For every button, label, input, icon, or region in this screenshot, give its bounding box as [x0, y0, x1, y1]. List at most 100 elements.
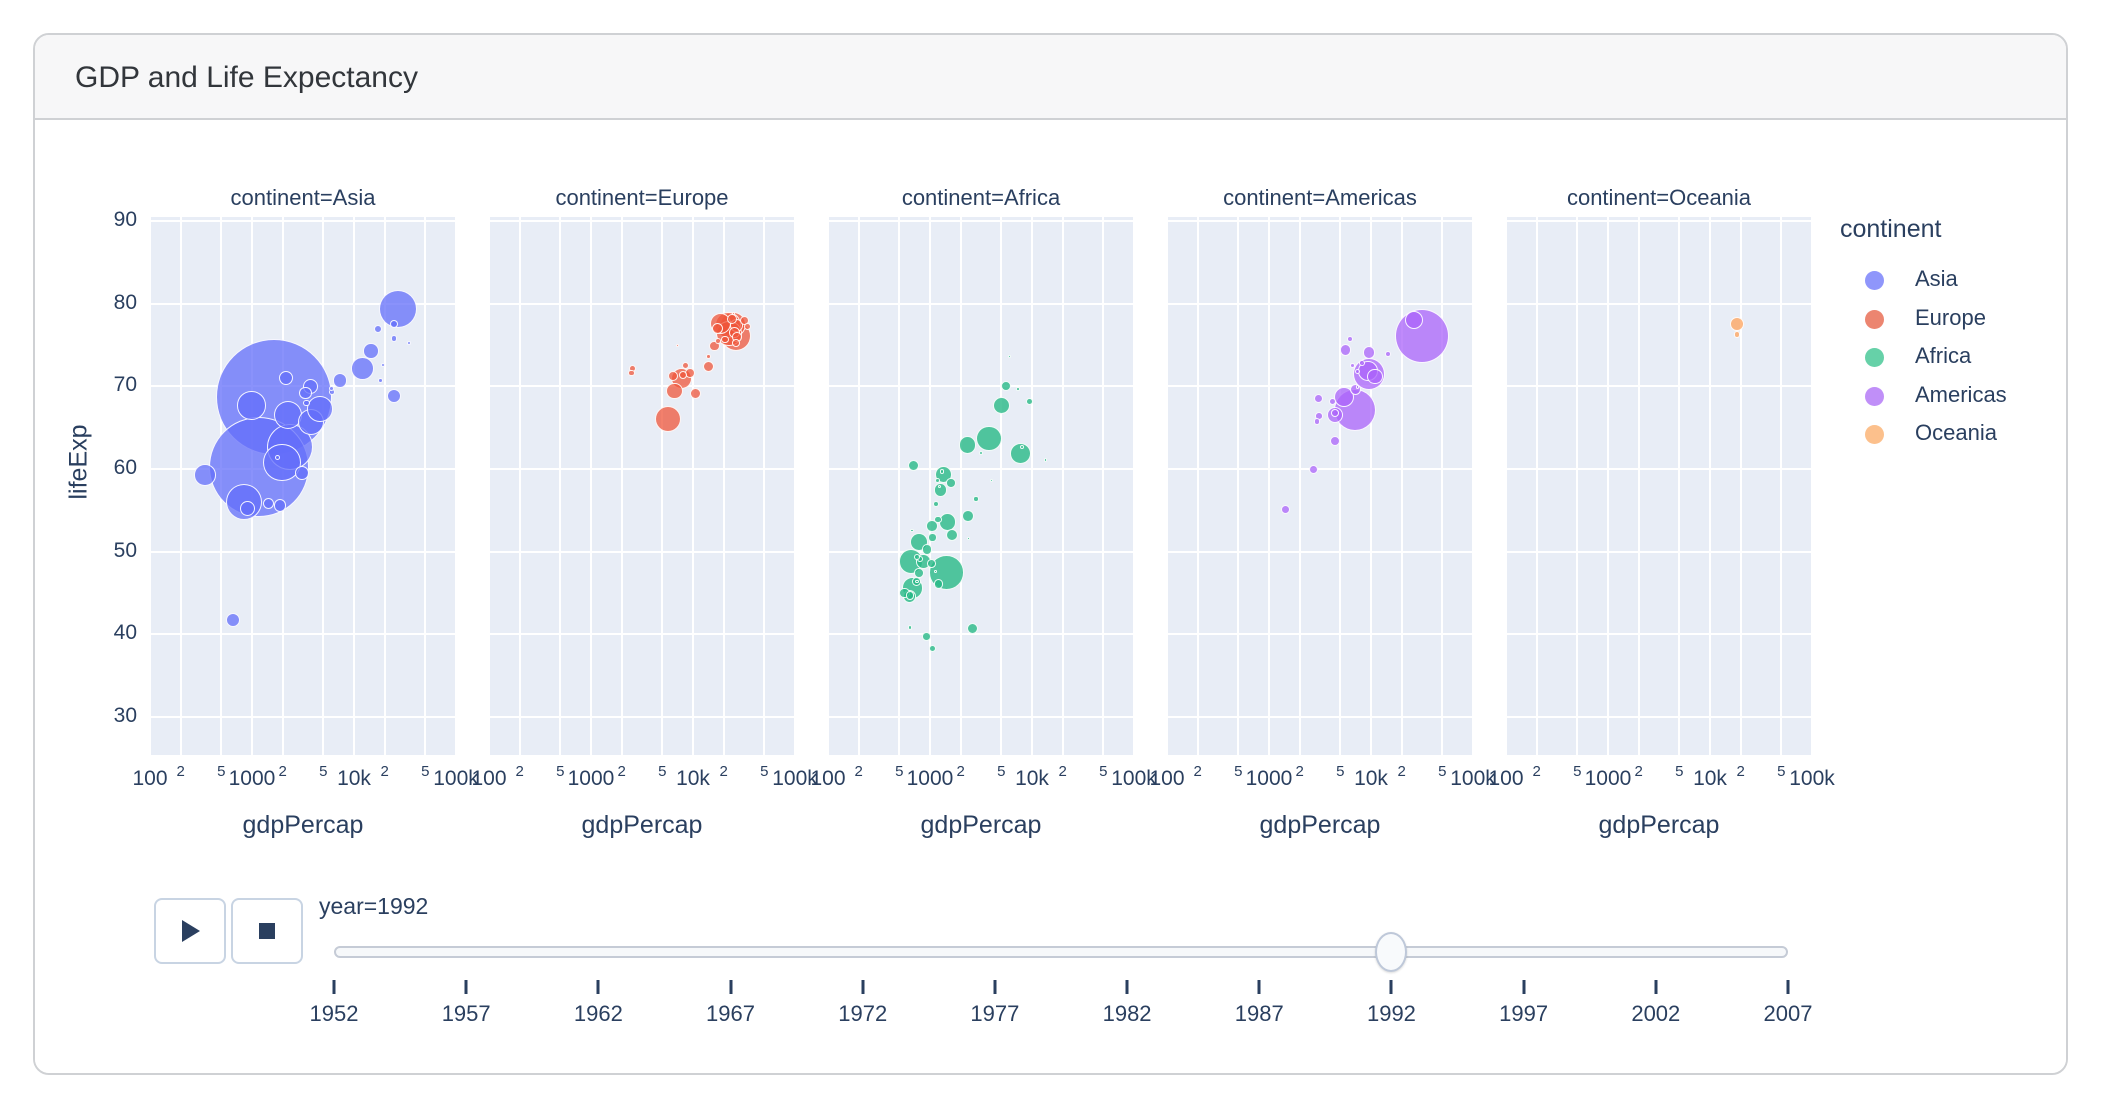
- data-bubble-europe[interactable]: [689, 387, 701, 399]
- data-bubble-africa[interactable]: [1026, 397, 1033, 405]
- data-bubble-europe[interactable]: [706, 354, 711, 360]
- data-bubble-europe[interactable]: [732, 312, 736, 316]
- data-bubble-africa[interactable]: [1010, 442, 1031, 464]
- data-bubble-asia[interactable]: [273, 499, 287, 512]
- data-bubble-africa[interactable]: [933, 482, 948, 497]
- data-bubble-africa[interactable]: [979, 450, 984, 455]
- slider-year-label[interactable]: 1972: [838, 1001, 888, 1026]
- slider-year-label[interactable]: 1977: [970, 1001, 1020, 1026]
- data-bubble-americas[interactable]: [1350, 363, 1356, 369]
- data-bubble-americas[interactable]: [1281, 505, 1291, 515]
- data-bubble-africa[interactable]: [967, 537, 970, 540]
- data-bubble-oceania[interactable]: [1730, 316, 1745, 331]
- data-bubble-asia[interactable]: [391, 335, 398, 342]
- data-bubble-europe[interactable]: [654, 405, 681, 432]
- data-bubble-africa[interactable]: [1001, 380, 1012, 391]
- data-bubble-africa[interactable]: [976, 425, 1002, 452]
- slider-year-label[interactable]: 2007: [1763, 1001, 1813, 1026]
- data-bubble-africa[interactable]: [908, 460, 920, 472]
- data-bubble-africa[interactable]: [967, 622, 979, 635]
- data-bubble-americas[interactable]: [1384, 350, 1392, 358]
- data-bubble-africa[interactable]: [973, 496, 979, 502]
- data-bubble-asia[interactable]: [237, 391, 266, 420]
- data-bubble-asia[interactable]: [380, 362, 385, 367]
- data-bubble-europe[interactable]: [675, 344, 679, 348]
- data-bubble-asia[interactable]: [275, 454, 281, 461]
- stop-button[interactable]: [231, 898, 303, 964]
- data-bubble-africa[interactable]: [962, 510, 975, 523]
- data-bubble-asia[interactable]: [194, 464, 216, 486]
- data-bubble-africa[interactable]: [939, 513, 957, 531]
- data-bubble-africa[interactable]: [934, 570, 937, 573]
- data-bubble-americas[interactable]: [1313, 394, 1323, 404]
- data-bubble-asia[interactable]: [225, 613, 240, 628]
- slider-year-label[interactable]: 1997: [1499, 1001, 1549, 1026]
- data-bubble-africa[interactable]: [925, 520, 938, 532]
- data-bubble-europe[interactable]: [709, 340, 720, 352]
- data-bubble-africa[interactable]: [907, 625, 913, 631]
- data-bubble-americas[interactable]: [1346, 336, 1353, 343]
- data-bubble-europe[interactable]: [628, 370, 635, 377]
- data-bubble-americas[interactable]: [1329, 397, 1337, 405]
- data-bubble-asia[interactable]: [378, 289, 417, 328]
- data-bubble-europe[interactable]: [732, 338, 740, 347]
- data-bubble-africa[interactable]: [929, 644, 937, 652]
- data-bubble-africa[interactable]: [935, 478, 941, 484]
- data-bubble-europe[interactable]: [679, 370, 688, 379]
- data-bubble-europe[interactable]: [721, 335, 729, 344]
- data-bubble-africa[interactable]: [914, 553, 921, 560]
- data-bubble-europe[interactable]: [666, 383, 683, 400]
- data-bubble-asia[interactable]: [306, 395, 333, 422]
- data-bubble-africa[interactable]: [1008, 355, 1012, 359]
- data-bubble-asia[interactable]: [363, 343, 379, 359]
- data-bubble-europe[interactable]: [681, 362, 690, 370]
- data-bubble-americas[interactable]: [1331, 408, 1339, 417]
- data-bubble-americas[interactable]: [1404, 311, 1423, 330]
- year-slider-handle[interactable]: [1375, 932, 1408, 972]
- data-bubble-africa[interactable]: [922, 632, 932, 642]
- data-bubble-americas[interactable]: [1333, 387, 1355, 408]
- data-bubble-africa[interactable]: [1016, 387, 1020, 391]
- data-bubble-americas[interactable]: [1339, 344, 1351, 356]
- data-bubble-asia[interactable]: [262, 498, 274, 510]
- data-bubble-asia[interactable]: [263, 443, 301, 482]
- slider-year-label[interactable]: 1957: [441, 1001, 491, 1026]
- data-bubble-africa[interactable]: [933, 579, 944, 589]
- data-bubble-europe[interactable]: [726, 313, 737, 324]
- data-bubble-americas[interactable]: [1367, 368, 1383, 385]
- data-bubble-americas[interactable]: [1350, 384, 1362, 396]
- data-bubble-africa[interactable]: [959, 436, 977, 454]
- data-bubble-oceania[interactable]: [1733, 331, 1741, 338]
- data-bubble-asia[interactable]: [377, 378, 383, 384]
- data-bubble-asia[interactable]: [278, 371, 294, 386]
- data-bubble-africa[interactable]: [939, 469, 945, 474]
- year-slider-track[interactable]: [334, 946, 1788, 958]
- data-bubble-africa[interactable]: [910, 528, 914, 532]
- data-bubble-africa[interactable]: [921, 543, 933, 555]
- data-bubble-africa[interactable]: [933, 515, 942, 524]
- data-bubble-asia[interactable]: [332, 373, 348, 388]
- data-bubble-europe[interactable]: [703, 361, 715, 373]
- slider-year-label[interactable]: 1982: [1102, 1001, 1152, 1026]
- data-bubble-africa[interactable]: [915, 579, 919, 584]
- data-bubble-africa[interactable]: [946, 478, 956, 488]
- data-bubble-africa[interactable]: [992, 396, 1011, 415]
- slider-year-label[interactable]: 1987: [1234, 1001, 1284, 1026]
- data-bubble-asia[interactable]: [303, 399, 310, 407]
- data-bubble-africa[interactable]: [914, 568, 924, 578]
- data-bubble-asia[interactable]: [299, 386, 312, 400]
- data-bubble-europe[interactable]: [667, 371, 678, 382]
- slider-year-label[interactable]: 1967: [706, 1001, 756, 1026]
- data-bubble-africa[interactable]: [927, 558, 937, 568]
- data-bubble-africa[interactable]: [905, 591, 914, 600]
- data-bubble-europe[interactable]: [743, 322, 751, 330]
- data-bubble-americas[interactable]: [1313, 417, 1321, 425]
- data-bubble-africa[interactable]: [989, 479, 993, 483]
- data-bubble-americas[interactable]: [1355, 368, 1361, 375]
- data-bubble-africa[interactable]: [1043, 458, 1048, 462]
- data-bubble-asia[interactable]: [294, 466, 309, 481]
- data-bubble-asia[interactable]: [387, 389, 402, 404]
- data-bubble-americas[interactable]: [1358, 360, 1365, 367]
- data-bubble-africa[interactable]: [1019, 444, 1024, 449]
- data-bubble-asia[interactable]: [407, 341, 412, 346]
